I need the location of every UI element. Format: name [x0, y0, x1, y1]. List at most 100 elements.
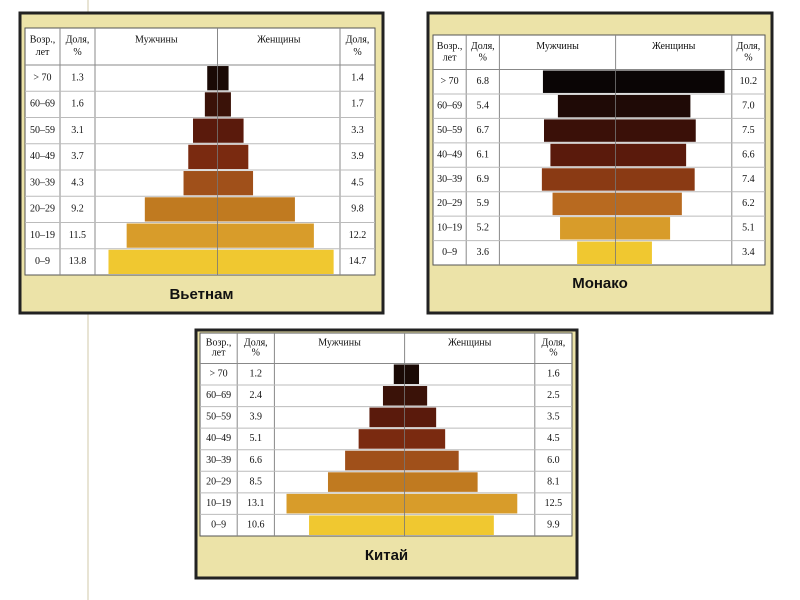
female-value: 1.6	[547, 369, 560, 380]
age-label: 20–29	[437, 198, 462, 209]
male-bar	[393, 364, 405, 385]
female-bar	[404, 386, 428, 406]
share-header: Доля,	[737, 41, 761, 52]
female-bar	[615, 94, 691, 118]
male-bar	[542, 70, 616, 93]
male-value: 8.5	[250, 476, 263, 487]
male-value: 11.5	[69, 230, 86, 241]
female-value: 6.6	[742, 149, 755, 160]
male-bar	[108, 249, 218, 274]
share-header: %	[479, 52, 487, 63]
legend-female: Женщины	[448, 337, 492, 348]
female-value: 6.2	[742, 198, 755, 209]
legend-male: Мужчины	[135, 35, 178, 46]
male-value: 1.2	[250, 369, 263, 380]
male-value: 3.9	[250, 412, 263, 423]
age-header: Возр.,	[437, 41, 463, 52]
chart-title: Вьетнам	[169, 286, 233, 303]
share-header: %	[73, 47, 81, 58]
male-bar	[560, 217, 616, 240]
male-value: 13.8	[69, 256, 87, 267]
female-bar	[217, 249, 334, 274]
age-label: 60–69	[206, 390, 231, 401]
female-bar	[404, 515, 494, 535]
male-bar	[541, 168, 616, 191]
chart-title: Китай	[365, 547, 408, 564]
male-bar	[577, 241, 616, 264]
male-bar	[552, 192, 616, 216]
age-label: 30–39	[437, 174, 462, 185]
share-header: %	[353, 47, 361, 58]
age-label: 0–9	[442, 247, 457, 258]
female-value: 12.5	[545, 498, 563, 509]
male-bar	[369, 407, 405, 428]
male-bar	[193, 118, 218, 143]
age-header: Возр.,	[30, 35, 56, 46]
legend-female: Женщины	[652, 41, 696, 52]
age-label: 50–59	[30, 125, 55, 136]
male-value: 5.4	[477, 100, 490, 111]
female-bar	[404, 450, 459, 471]
female-bar	[217, 118, 244, 143]
age-label: 10–19	[437, 223, 462, 234]
age-label: > 70	[33, 72, 51, 83]
male-value: 3.7	[71, 151, 84, 162]
female-bar	[615, 168, 695, 191]
male-value: 5.9	[477, 198, 490, 209]
male-bar	[126, 223, 218, 248]
female-bar	[615, 241, 652, 264]
age-label: 50–59	[437, 125, 462, 136]
female-value: 10.2	[740, 76, 758, 87]
share-header: %	[252, 348, 260, 359]
male-value: 6.7	[477, 125, 490, 136]
female-bar	[217, 92, 231, 117]
share-header: %	[744, 52, 752, 63]
male-bar	[327, 472, 405, 492]
male-bar	[382, 386, 405, 406]
age-label: 30–39	[206, 455, 231, 466]
age-label: 60–69	[437, 100, 462, 111]
male-value: 6.1	[477, 149, 490, 160]
legend-male: Мужчины	[536, 41, 579, 52]
female-bar	[217, 171, 254, 196]
age-header: Возр.,	[206, 337, 232, 348]
male-bar	[345, 450, 405, 471]
male-bar	[183, 171, 218, 196]
age-header: лет	[212, 348, 226, 359]
share-header: Доля,	[542, 337, 566, 348]
male-value: 10.6	[247, 520, 265, 531]
male-bar	[544, 119, 616, 142]
male-bar	[204, 92, 218, 117]
male-bar	[144, 197, 218, 222]
age-label: 30–39	[30, 177, 55, 188]
male-value: 4.3	[71, 177, 84, 188]
female-value: 1.7	[351, 99, 364, 110]
male-value: 9.2	[71, 204, 84, 215]
share-header: Доля,	[244, 337, 268, 348]
age-label: 10–19	[206, 498, 231, 509]
male-bar	[188, 144, 218, 170]
female-bar	[217, 66, 229, 91]
male-value: 6.8	[477, 76, 490, 87]
share-header: Доля,	[471, 41, 495, 52]
male-value: 3.1	[71, 125, 84, 136]
male-bar	[286, 493, 405, 514]
female-value: 7.0	[742, 100, 755, 111]
male-value: 5.2	[477, 223, 490, 234]
female-value: 5.1	[742, 223, 755, 234]
female-value: 3.9	[351, 151, 364, 162]
male-value: 6.6	[250, 455, 263, 466]
male-bar	[550, 143, 616, 167]
female-value: 1.4	[351, 72, 364, 83]
female-value: 9.9	[547, 520, 560, 531]
age-label: 40–49	[206, 433, 231, 444]
chart-title: Монако	[572, 275, 628, 292]
female-bar	[404, 407, 437, 428]
male-value: 5.1	[250, 433, 263, 444]
male-value: 13.1	[247, 498, 265, 509]
female-bar	[404, 429, 446, 449]
age-label: 20–29	[30, 204, 55, 215]
female-value: 7.4	[742, 174, 755, 185]
age-label: > 70	[210, 369, 228, 380]
